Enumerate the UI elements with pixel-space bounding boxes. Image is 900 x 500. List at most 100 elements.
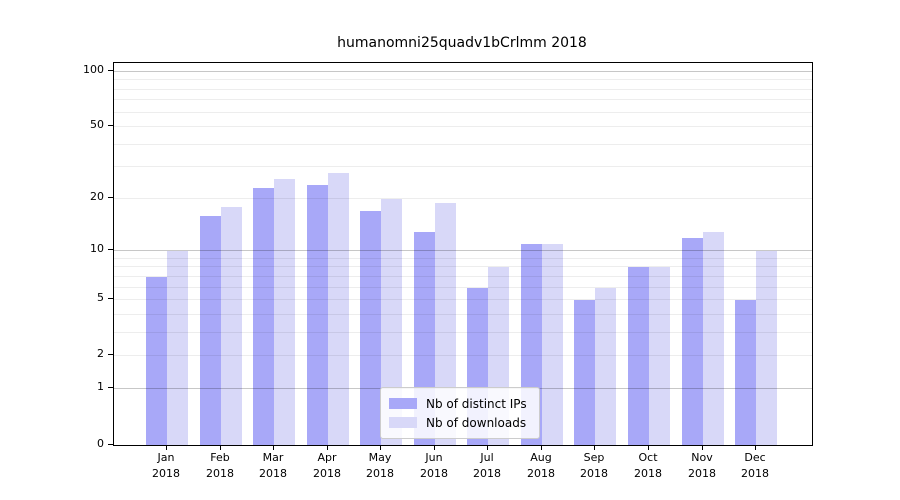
bar-ips-jan [146, 276, 167, 445]
y-tick-2 [108, 354, 113, 355]
y-tick-1 [108, 387, 113, 388]
x-tick-label-apr: Apr 2018 [297, 450, 357, 482]
x-tick-year: 2018 [473, 467, 501, 480]
y-tick-100 [108, 70, 113, 71]
chart-title: humanomni25quadv1bCrlmm 2018 [337, 35, 587, 51]
legend-swatch-downloads-icon [389, 417, 417, 428]
x-tick-year: 2018 [634, 467, 662, 480]
bar-downloads-may [381, 198, 403, 445]
bar-downloads-jun [434, 202, 456, 445]
legend-item-downloads: Nb of downloads [389, 413, 529, 432]
x-tick-jan [166, 445, 167, 450]
x-tick-year: 2018 [152, 467, 180, 480]
x-tick-label-oct: Oct 2018 [618, 450, 678, 482]
x-tick-month: Sep [583, 451, 605, 464]
x-tick-month: Mar [262, 451, 284, 464]
legend-label-downloads: Nb of downloads [426, 415, 527, 430]
x-tick-label-aug: Aug 2018 [511, 450, 571, 482]
x-tick-year: 2018 [688, 467, 716, 480]
gridline-90 [114, 79, 812, 80]
legend: Nb of distinct IPs Nb of downloads [380, 387, 540, 439]
bar-downloads-mar [274, 178, 296, 445]
legend-swatch-ips-icon [389, 398, 417, 409]
y-tick-10 [108, 249, 113, 250]
x-tick-label-mar: Mar 2018 [243, 450, 303, 482]
bar-ips-mar [253, 188, 275, 445]
bar-downloads-nov [702, 231, 724, 445]
x-tick-aug [541, 445, 542, 450]
y-tick-label-5: 5 [97, 291, 104, 304]
x-tick-month: Oct [638, 451, 658, 464]
x-tick-jun [434, 445, 435, 450]
y-tick-label-10: 10 [90, 242, 104, 255]
gridline-70 [114, 99, 812, 100]
bar-downloads-apr [327, 172, 349, 445]
gridline-80 [114, 89, 812, 90]
x-tick-feb [220, 445, 221, 450]
x-tick-label-may: May 2018 [350, 450, 410, 482]
x-tick-label-nov: Nov 2018 [672, 450, 732, 482]
bar-downloads-feb [220, 206, 242, 445]
x-tick-nov [702, 445, 703, 450]
x-tick-mar [273, 445, 274, 450]
y-tick-label-20: 20 [90, 190, 104, 203]
plot-area: Nb of distinct IPs Nb of downloads [113, 62, 813, 446]
y-tick-label-2: 2 [97, 347, 104, 360]
x-tick-year: 2018 [313, 467, 341, 480]
x-tick-label-jun: Jun 2018 [404, 450, 464, 482]
bar-ips-dec [735, 300, 757, 445]
x-tick-year: 2018 [420, 467, 448, 480]
x-tick-year: 2018 [259, 467, 287, 480]
bar-ips-nov [681, 237, 703, 445]
x-tick-year: 2018 [741, 467, 769, 480]
bar-ips-sep [574, 300, 596, 445]
bar-downloads-aug [541, 244, 563, 445]
bar-downloads-oct [648, 267, 670, 445]
y-tick-50 [108, 125, 113, 126]
x-tick-month: Apr [317, 451, 337, 464]
x-tick-month: Jun [425, 451, 443, 464]
x-tick-label-feb: Feb 2018 [190, 450, 250, 482]
bar-ips-may [360, 211, 382, 445]
x-tick-dec [755, 445, 756, 450]
x-tick-label-dec: Dec 2018 [725, 450, 785, 482]
y-tick-label-100: 100 [83, 63, 104, 76]
y-tick-0 [108, 444, 113, 445]
x-tick-label-jul: Jul 2018 [457, 450, 517, 482]
bar-ips-apr [306, 184, 328, 445]
legend-label-ips: Nb of distinct IPs [426, 396, 527, 411]
x-tick-apr [327, 445, 328, 450]
x-tick-sep [594, 445, 595, 450]
x-tick-month: Jan [157, 451, 175, 464]
x-tick-oct [648, 445, 649, 450]
x-tick-may [380, 445, 381, 450]
bar-downloads-dec [756, 251, 778, 445]
gridline-20 [114, 198, 812, 199]
gridline-40 [114, 144, 812, 145]
y-tick-label-0: 0 [97, 437, 104, 450]
legend-item-distinct-ips: Nb of distinct IPs [389, 394, 529, 413]
x-tick-label-sep: Sep 2018 [564, 450, 624, 482]
x-tick-month: Aug [530, 451, 552, 464]
bar-ips-oct [627, 267, 649, 445]
x-tick-year: 2018 [206, 467, 234, 480]
bar-downloads-jan [167, 251, 188, 445]
bar-ips-feb [199, 215, 221, 445]
y-tick-5 [108, 298, 113, 299]
x-tick-jul [487, 445, 488, 450]
x-tick-year: 2018 [527, 467, 555, 480]
y-tick-20 [108, 197, 113, 198]
x-tick-month: Jul [480, 451, 494, 464]
gridline-60 [114, 112, 812, 113]
y-tick-label-1: 1 [97, 380, 104, 393]
x-tick-month: Feb [210, 451, 230, 464]
gridline-50 [114, 126, 812, 127]
x-tick-year: 2018 [580, 467, 608, 480]
gridline-30 [114, 166, 812, 167]
x-tick-year: 2018 [366, 467, 394, 480]
gridline-100 [114, 71, 812, 72]
x-tick-month: Nov [691, 451, 713, 464]
x-tick-label-jan: Jan 2018 [136, 450, 196, 482]
x-tick-month: Dec [744, 451, 766, 464]
